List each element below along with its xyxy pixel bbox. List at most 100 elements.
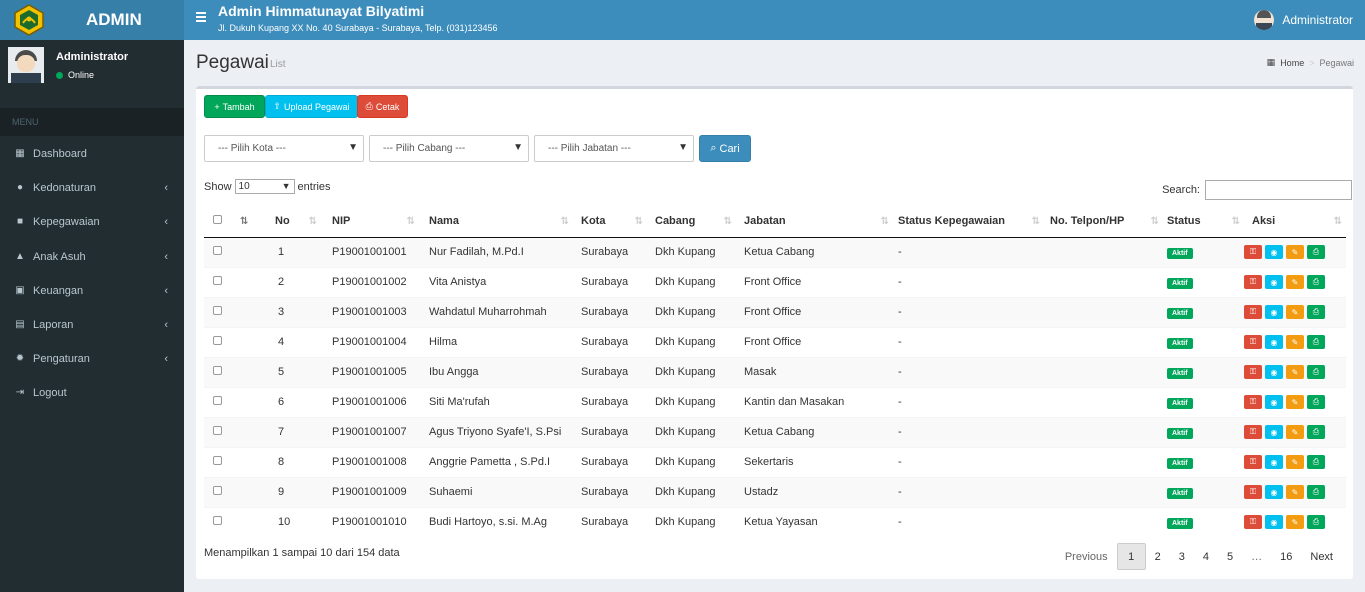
pagination-previous[interactable]: Previous: [1064, 550, 1108, 563]
logo[interactable]: ADMIN: [0, 0, 184, 40]
header-telpon-label: No. Telpon/HP: [1050, 215, 1125, 228]
print-row-button[interactable]: ⎙: [1307, 365, 1325, 379]
edit-button[interactable]: ✎: [1286, 335, 1304, 349]
row-checkbox[interactable]: [213, 516, 222, 526]
unlock-button[interactable]: ⚿: [1244, 365, 1262, 379]
header-kota[interactable]: Kota ⇅: [573, 206, 647, 238]
cell-nama: Siti Ma'rufah: [419, 386, 573, 417]
view-button[interactable]: ◉: [1265, 455, 1283, 469]
search-button[interactable]: ⌕ Cari: [699, 135, 751, 162]
print-button[interactable]: ⎙ Cetak: [357, 95, 408, 118]
unlock-button[interactable]: ⚿: [1244, 335, 1262, 349]
user-menu[interactable]: Administrator: [1254, 10, 1353, 30]
pagination-page[interactable]: 5: [1227, 550, 1234, 563]
add-button[interactable]: + Tambah: [204, 95, 265, 118]
print-row-button[interactable]: ⎙: [1307, 455, 1325, 469]
pagination-page[interactable]: 1: [1116, 543, 1146, 570]
unlock-button[interactable]: ⚿: [1244, 485, 1262, 499]
select-all-checkbox[interactable]: [213, 215, 222, 225]
sidebar-item-pengaturan[interactable]: ✹ Pengaturan ‹: [0, 342, 184, 376]
view-button[interactable]: ◉: [1265, 515, 1283, 530]
edit-button[interactable]: ✎: [1286, 425, 1304, 439]
print-row-button[interactable]: ⎙: [1307, 395, 1325, 409]
print-row-button[interactable]: ⎙: [1307, 305, 1325, 319]
unlock-button[interactable]: ⚿: [1244, 425, 1262, 439]
edit-button[interactable]: ✎: [1286, 305, 1304, 319]
cell-no: 5: [263, 356, 321, 387]
edit-button[interactable]: ✎: [1286, 275, 1304, 289]
print-row-button[interactable]: ⎙: [1307, 275, 1325, 289]
unlock-button[interactable]: ⚿: [1244, 515, 1262, 530]
edit-button[interactable]: ✎: [1286, 365, 1304, 379]
cabang-select[interactable]: --- Pilih Cabang --- ▼: [369, 135, 529, 162]
sort-column-header[interactable]: ⇅: [238, 206, 263, 238]
print-row-button[interactable]: ⎙: [1307, 485, 1325, 499]
print-row-button[interactable]: ⎙: [1307, 425, 1325, 439]
cell-jabatan: Front Office: [736, 326, 893, 357]
print-row-button[interactable]: ⎙: [1307, 515, 1325, 530]
main-content: Pegawai List ▦ Home > Pegawai + Tambah ⇧…: [184, 40, 1365, 592]
view-button[interactable]: ◉: [1265, 485, 1283, 499]
search-input[interactable]: [1205, 180, 1352, 200]
avatar: [8, 47, 44, 83]
pagination-page[interactable]: 16: [1280, 550, 1293, 563]
sidebar-item-laporan[interactable]: ▤ Laporan ‹: [0, 308, 184, 342]
row-checkbox[interactable]: [213, 336, 222, 345]
sidebar-item-logout[interactable]: ⇥ Logout: [0, 376, 184, 410]
view-button[interactable]: ◉: [1265, 275, 1283, 289]
header-nama[interactable]: Nama ⇅: [419, 206, 573, 238]
edit-button[interactable]: ✎: [1286, 515, 1304, 530]
header-no[interactable]: No ⇅: [263, 206, 321, 238]
print-row-button[interactable]: ⎙: [1307, 335, 1325, 349]
edit-button[interactable]: ✎: [1286, 455, 1304, 469]
header-jabatan[interactable]: Jabatan ⇅: [736, 206, 893, 238]
header-cabang[interactable]: Cabang ⇅: [647, 206, 736, 238]
edit-button[interactable]: ✎: [1286, 485, 1304, 499]
header-telpon[interactable]: No. Telpon/HP ⇅: [1044, 206, 1163, 238]
unlock-button[interactable]: ⚿: [1244, 245, 1262, 259]
view-button[interactable]: ◉: [1265, 425, 1283, 439]
header-aksi[interactable]: Aksi ⇅: [1244, 206, 1346, 238]
sidebar-item-anak-asuh[interactable]: ▲ Anak Asuh ‹: [0, 240, 184, 274]
row-checkbox[interactable]: [213, 276, 222, 285]
breadcrumb-home[interactable]: Home: [1280, 57, 1305, 68]
print-row-button[interactable]: ⎙: [1307, 245, 1325, 259]
print-button-label: Cetak: [375, 101, 400, 112]
cell-jabatan-text: Ketua Yayasan: [744, 516, 818, 529]
jabatan-select[interactable]: --- Pilih Jabatan --- ▼: [534, 135, 694, 162]
row-checkbox[interactable]: [213, 456, 222, 465]
view-button[interactable]: ◉: [1265, 365, 1283, 379]
view-button[interactable]: ◉: [1265, 245, 1283, 259]
unlock-button[interactable]: ⚿: [1244, 395, 1262, 409]
view-button[interactable]: ◉: [1265, 335, 1283, 349]
pagination-page[interactable]: 4: [1202, 550, 1209, 563]
upload-button[interactable]: ⇧ Upload Pegawai: [265, 95, 358, 118]
pagination-page[interactable]: 2: [1154, 550, 1161, 563]
edit-button[interactable]: ✎: [1286, 245, 1304, 259]
header-status[interactable]: Status ⇅: [1163, 206, 1244, 238]
pagination-next[interactable]: Next: [1310, 550, 1333, 563]
row-checkbox[interactable]: [213, 426, 222, 435]
view-button[interactable]: ◉: [1265, 395, 1283, 409]
row-checkbox[interactable]: [213, 246, 222, 255]
row-checkbox[interactable]: [213, 306, 222, 315]
unlock-button[interactable]: ⚿: [1244, 305, 1262, 319]
sidebar-item-keuangan[interactable]: ▣ Keuangan ‹: [0, 274, 184, 308]
sidebar-item-kepegawaian[interactable]: ■ Kepegawaian ‹: [0, 205, 184, 239]
sidebar-item-kedonaturan[interactable]: ● Kedonaturan ‹: [0, 171, 184, 205]
sidebar-item-dashboard[interactable]: ▦ Dashboard: [0, 137, 184, 171]
kota-select[interactable]: --- Pilih Kota --- ▼: [204, 135, 364, 162]
header-status-kepegawaian[interactable]: Status Kepegawaian ⇅: [893, 206, 1044, 238]
pagination-page[interactable]: 3: [1178, 550, 1185, 563]
row-checkbox[interactable]: [213, 366, 222, 375]
cell-nama-text: Anggrie Pametta , S.Pd.I: [429, 456, 551, 468]
entries-select[interactable]: 10 ▼: [234, 179, 295, 194]
row-checkbox[interactable]: [213, 486, 222, 495]
unlock-button[interactable]: ⚿: [1244, 455, 1262, 469]
row-checkbox[interactable]: [213, 396, 222, 405]
view-button[interactable]: ◉: [1265, 305, 1283, 319]
header-nip[interactable]: NIP ⇅: [321, 206, 419, 238]
unlock-button[interactable]: ⚿: [1244, 275, 1262, 289]
sidebar-toggle-icon[interactable]: [196, 12, 206, 22]
edit-button[interactable]: ✎: [1286, 395, 1304, 409]
